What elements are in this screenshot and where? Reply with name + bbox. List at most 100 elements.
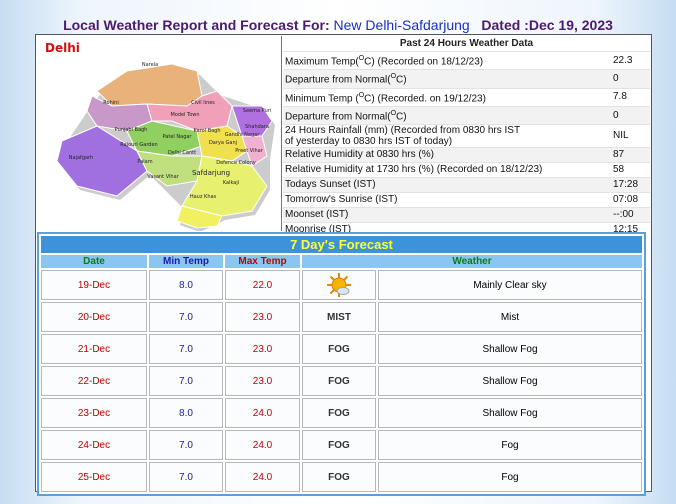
label-part: Departure from Normal(: [285, 74, 391, 86]
label-part: Minimum Temp (: [285, 92, 359, 104]
label-line: 24 Hours Rainfall (mm) (Recorded from 08…: [285, 125, 521, 137]
map-label: Rohini: [103, 100, 118, 106]
data-value: 17:28: [613, 179, 639, 191]
weather: Mainly Clear sky: [378, 270, 642, 300]
station[interactable]: New Delhi-Safdarjung: [333, 17, 470, 33]
data-label: Moonrise (IST): [283, 223, 613, 237]
header-cell: Min Temp: [149, 255, 223, 268]
weather-icon: FOG: [302, 462, 376, 492]
data-row: Minimum Temp (OC) (Recorded. on 19/12/23…: [283, 87, 650, 106]
weather-icon: FOG: [302, 366, 376, 396]
data-label: Departure from Normal(OC): [283, 107, 613, 124]
map-panel: Delhi Narela Rohini Model Town Civil lin…: [37, 36, 282, 232]
label-part: O: [358, 91, 365, 99]
forecast-row: 25-Dec 7.0 24.0 FOG Fog: [41, 462, 642, 492]
label-part: C) (Recorded on 18/12/23): [364, 56, 484, 68]
label-part: Departure from Normal(: [285, 111, 391, 123]
data-row: Departure from Normal(OC) 0: [283, 69, 650, 88]
header: Local Weather Report and Forecast For: N…: [0, 17, 676, 33]
data-label: Todays Sunset (IST): [283, 178, 613, 192]
weather-icon: MIST: [302, 302, 376, 332]
max-temp: 24.0: [225, 430, 300, 460]
weather-icon: FOG: [302, 334, 376, 364]
min-temp: 7.0: [149, 462, 223, 492]
weather: Shallow Fog: [378, 366, 642, 396]
dated: Dated :Dec 19, 2023: [481, 17, 613, 33]
map-label: Vasant Vihar: [147, 174, 179, 180]
data-label: Maximum Temp(OC) (Recorded on 18/12/23): [283, 52, 613, 69]
header-title: Local Weather Report and Forecast For:: [63, 17, 330, 33]
max-temp: 23.0: [225, 302, 300, 332]
data-row: Todays Sunset (IST) 17:28: [283, 177, 650, 193]
min-temp: 7.0: [149, 334, 223, 364]
label-line: of yesterday to 0830 hrs IST of today): [285, 136, 453, 148]
max-temp: 24.0: [225, 398, 300, 428]
forecast-table: 7 Day's Forecast Date Min Temp Max Temp …: [37, 232, 646, 496]
forecast-row: 24-Dec 7.0 24.0 FOG Fog: [41, 430, 642, 460]
label-text: Tomorrow's Sunrise (IST): [285, 194, 398, 206]
data-label: Moonset (IST): [283, 208, 613, 222]
map-label: Karol Bagh: [193, 128, 220, 134]
map-label: Civil lines: [191, 100, 215, 106]
map-label: Darya Ganj: [209, 140, 237, 146]
max-temp: 22.0: [225, 270, 300, 300]
label-text: Relative Humidity at 1730 hrs (%) (Recor…: [285, 164, 543, 176]
sun-icon: [327, 273, 351, 297]
weather: Fog: [378, 462, 642, 492]
map-title: Delhi: [45, 41, 80, 55]
date: 23-Dec: [41, 398, 147, 428]
weather: Fog: [378, 430, 642, 460]
data-value: 0: [613, 72, 619, 84]
min-temp: 8.0: [149, 398, 223, 428]
data-row: Departure from Normal(OC) 0: [283, 105, 650, 125]
data-row: 24 Hours Rainfall (mm) (Recorded from 08…: [283, 124, 650, 147]
map: Delhi Narela Rohini Model Town Civil lin…: [45, 41, 275, 232]
min-temp: 8.0: [149, 270, 223, 300]
label-part: O: [390, 109, 397, 117]
min-temp: 7.0: [149, 366, 223, 396]
map-label: Rajouri Garden: [120, 142, 157, 148]
label-text: Todays Sunset (IST): [285, 179, 376, 191]
weather-icon: FOG: [302, 430, 376, 460]
forecast-title-row: 7 Day's Forecast: [41, 236, 642, 253]
label-text: Moonrise (IST): [285, 224, 352, 236]
weather: Shallow Fog: [378, 398, 642, 428]
max-temp: 23.0: [225, 366, 300, 396]
data-value: NIL: [613, 130, 629, 142]
data-value: 0: [613, 109, 619, 121]
data-value: 07:08: [613, 194, 639, 206]
label-part: C): [396, 74, 407, 86]
min-temp: 7.0: [149, 430, 223, 460]
label-part: C): [396, 111, 407, 123]
data-row: Maximum Temp(OC) (Recorded on 18/12/23) 2…: [283, 51, 650, 69]
data-label: Relative Humidity at 0830 hrs (%): [283, 148, 613, 162]
date: 20-Dec: [41, 302, 147, 332]
label-part: C) (Recorded. on 19/12/23): [364, 92, 486, 104]
report-box: Delhi Narela Rohini Model Town Civil lin…: [35, 34, 652, 496]
map-label: Safdarjung: [192, 169, 230, 177]
header-cell: Weather: [302, 255, 642, 268]
data-label: Departure from Normal(OC): [283, 70, 613, 87]
data-row: Moonrise (IST) 12:15: [283, 222, 650, 237]
map-label: Kalkaji: [223, 180, 239, 186]
data-row: Relative Humidity at 1730 hrs (%) (Recor…: [283, 162, 650, 177]
map-label: Patel Nagar: [163, 134, 193, 140]
forecast-title: 7 Day's Forecast: [41, 236, 642, 253]
map-label: Najafgarh: [69, 155, 93, 161]
map-label: Delhi Cantt: [168, 150, 196, 156]
past-24h-title: Past 24 Hours Weather Data: [399, 38, 534, 49]
map-label: Narela: [142, 62, 158, 68]
data-row: Tomorrow's Sunrise (IST) 07:08: [283, 192, 650, 207]
data-label: 24 Hours Rainfall (mm) (Recorded from 08…: [283, 125, 613, 147]
data-row: Moonset (IST) --:00: [283, 207, 650, 223]
map-label: Defence Colony: [216, 160, 256, 166]
date: 25-Dec: [41, 462, 147, 492]
map-label: Preet Vihar: [235, 148, 264, 154]
past-24h-rows: Maximum Temp(OC) (Recorded on 18/12/23) 2…: [283, 51, 650, 237]
map-label: Seema Puri: [243, 108, 271, 114]
date: 21-Dec: [41, 334, 147, 364]
forecast-row: 20-Dec 7.0 23.0 MIST Mist: [41, 302, 642, 332]
data-value: 12:15: [613, 224, 639, 236]
data-label: Tomorrow's Sunrise (IST): [283, 193, 613, 207]
